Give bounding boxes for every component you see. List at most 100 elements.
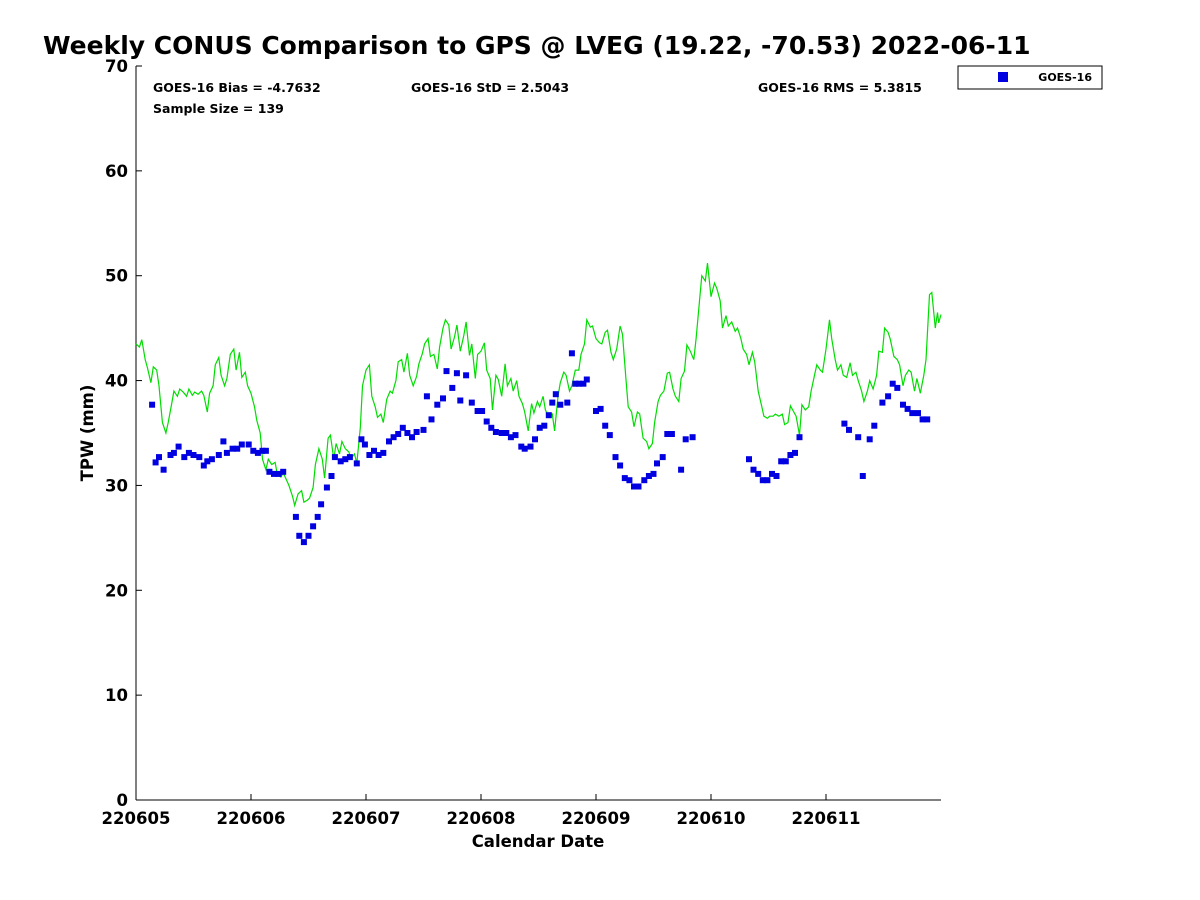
y-tick-label: 50 <box>105 267 128 286</box>
goes16-data-point <box>602 422 609 429</box>
goes16-data-point <box>575 380 582 387</box>
goes16-data-point <box>626 477 633 484</box>
goes16-data-point <box>259 447 266 454</box>
goes16-data-point <box>266 468 273 475</box>
goes16-data-point <box>215 452 222 458</box>
plot-axes <box>135 66 941 801</box>
goes16-data-point <box>778 458 785 465</box>
x-tick-label: 220605 <box>102 809 171 828</box>
goes16-data-point <box>375 452 382 458</box>
goes16-data-point <box>859 473 866 479</box>
goes16-data-point <box>564 399 571 406</box>
goes16-data-point <box>552 391 559 398</box>
goes16-data-point <box>175 443 182 450</box>
goes16-data-point <box>156 454 162 461</box>
goes16-data-point <box>503 430 510 436</box>
goes16-data-point <box>250 447 257 454</box>
goes16-data-point <box>678 466 685 473</box>
goes16-data-point <box>879 399 886 406</box>
goes16-data-point <box>420 426 427 433</box>
goes16-data-point <box>492 429 499 435</box>
chart-title: Weekly CONUS Comparison to GPS @ LVEG (1… <box>43 31 1031 60</box>
goes16-data-point <box>337 458 344 465</box>
goes16-data-point <box>323 484 330 491</box>
goes16-data-point <box>689 434 696 441</box>
goes16-data-point <box>254 449 261 456</box>
goes16-data-point <box>300 539 307 546</box>
rms-stat: GOES-16 RMS = 5.3815 <box>758 80 922 95</box>
series-layer <box>135 263 942 546</box>
goes16-data-point <box>245 441 252 448</box>
goes16-data-point <box>894 384 901 391</box>
sample-size-stat: Sample Size = 139 <box>153 101 284 116</box>
goes16-data-point <box>386 438 392 445</box>
goes16-data-point <box>488 424 495 431</box>
goes16-data-point <box>773 473 780 479</box>
goes16-data-point <box>512 432 519 439</box>
goes16-data-point <box>885 393 892 400</box>
goes16-data-point <box>527 443 534 450</box>
goes16-data-point <box>650 470 657 477</box>
goes16-data-point <box>909 410 916 417</box>
goes16-data-point <box>664 431 671 437</box>
goes16-data-point <box>204 458 211 465</box>
goes16-data-point <box>262 447 269 454</box>
goes16-data-point <box>238 441 245 448</box>
goes16-data-point <box>380 449 387 456</box>
goes16-data-point <box>846 426 852 433</box>
goes16-data-point <box>167 452 174 458</box>
goes16-data-point <box>314 513 321 520</box>
goes16-data-point <box>399 424 406 431</box>
goes16-data-point <box>223 449 230 456</box>
goes16-data-point <box>449 384 456 391</box>
goes16-data-point <box>769 470 775 477</box>
x-tick-label: 220611 <box>792 809 861 828</box>
goes16-data-point <box>498 430 505 436</box>
bias-stat: GOES-16 Bias = -4.7632 <box>153 80 321 95</box>
goes16-data-point <box>390 434 397 441</box>
goes16-data-point <box>423 393 430 400</box>
goes16-data-point <box>612 454 619 461</box>
goes16-data-point <box>545 412 552 419</box>
y-axis-label: TPW (mm) <box>78 385 97 482</box>
goes16-data-point <box>750 466 757 473</box>
y-tick-label: 20 <box>105 581 128 600</box>
goes16-data-point <box>900 401 906 408</box>
goes16-data-point <box>532 436 538 443</box>
legend-box <box>957 65 1103 90</box>
y-tick-label: 10 <box>105 686 128 705</box>
goes16-data-point <box>479 408 486 414</box>
goes16-data-point <box>440 395 446 402</box>
goes16-data-point <box>371 447 377 454</box>
goes16-data-point <box>855 434 862 441</box>
goes16-data-point <box>521 445 528 452</box>
goes16-data-point <box>583 376 590 383</box>
goes16-data-point <box>841 420 848 427</box>
goes16-data-point <box>280 468 287 475</box>
x-axis-label: Calendar Date <box>472 832 605 851</box>
goes16-data-point <box>292 513 299 520</box>
goes16-data-point <box>413 429 420 435</box>
goes16-data-point <box>200 462 207 469</box>
goes16-data-point <box>310 523 317 530</box>
goes16-data-point <box>185 449 192 456</box>
x-tick-label: 220606 <box>217 809 286 828</box>
goes16-data-point <box>549 399 556 406</box>
goes16-data-point <box>395 431 402 437</box>
legend: GOES-16 <box>957 65 1103 90</box>
goes16-data-point <box>149 401 156 408</box>
goes16-data-point <box>866 436 873 443</box>
goes16-data-point <box>507 434 514 441</box>
goes16-data-point <box>160 466 167 473</box>
goes16-data-point <box>631 483 637 490</box>
goes16-data-point <box>483 418 490 425</box>
goes16-data-point <box>915 410 921 417</box>
goes16-data-point <box>557 401 564 408</box>
goes16-data-point <box>871 422 878 429</box>
legend-marker-square-icon <box>998 72 1008 82</box>
goes16-data-point <box>474 408 481 414</box>
goes16-data-point <box>541 422 548 429</box>
goes16-data-point <box>457 397 464 404</box>
goes16-data-point <box>787 452 794 458</box>
goes16-data-point <box>234 445 241 452</box>
